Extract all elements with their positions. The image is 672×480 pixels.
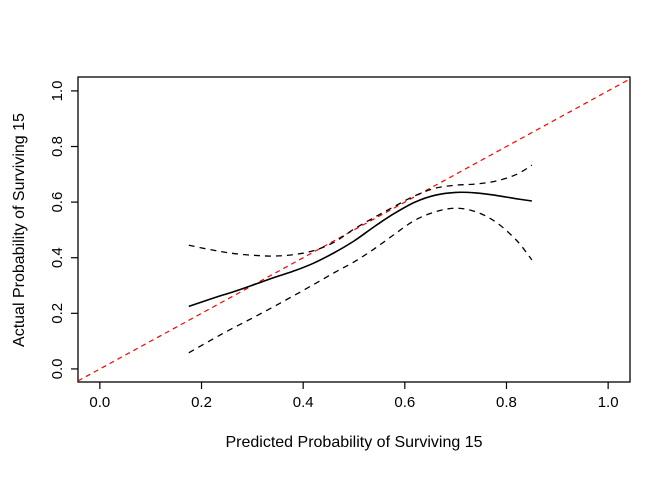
- x-tick-label: 0.0: [89, 394, 110, 411]
- y-tick-label: 0.0: [49, 359, 66, 380]
- plot-generated-content: 0.0 0.2 0.4 0.6 0.8 1.0 0.0 0.2 0.4 0.6 0.8 1.0: [49, 76, 631, 411]
- y-tick-label: 1.0: [49, 80, 66, 101]
- y-axis-label: Actual Probability of Surviving 15: [11, 113, 28, 347]
- lower-confidence-band-path: [188, 207, 533, 354]
- x-tick-label: 1.0: [598, 394, 619, 411]
- y-tick-label: 0.2: [49, 303, 66, 324]
- x-tick-label: 0.2: [191, 394, 212, 411]
- x-tick-label: 0.8: [496, 394, 517, 411]
- y-tick-label: 0.4: [49, 247, 66, 268]
- y-tick-label: 0.6: [49, 192, 66, 213]
- calibration-curve-path: [188, 191, 533, 308]
- y-tick-label: 0.8: [49, 136, 66, 157]
- x-axis-label: Predicted Probability of Surviving 15: [225, 434, 482, 451]
- x-tick-label: 0.6: [394, 394, 415, 411]
- plot-frame: [77, 76, 631, 383]
- ideal-line-path: [77, 78, 631, 382]
- upper-confidence-band-path: [188, 164, 533, 257]
- x-tick-label: 0.4: [293, 394, 314, 411]
